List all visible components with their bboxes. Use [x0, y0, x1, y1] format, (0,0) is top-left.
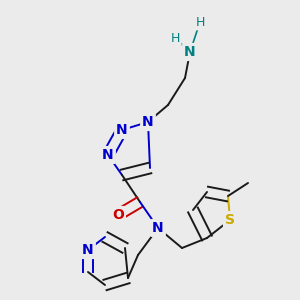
Text: O: O	[112, 208, 124, 222]
Text: N: N	[142, 115, 154, 129]
Text: N: N	[152, 221, 164, 235]
Text: N: N	[116, 123, 128, 137]
Text: S: S	[225, 213, 235, 227]
Text: N: N	[102, 148, 114, 162]
Text: H: H	[170, 32, 180, 44]
Text: N: N	[82, 243, 94, 257]
Text: N: N	[184, 45, 196, 59]
Text: H: H	[195, 16, 205, 28]
